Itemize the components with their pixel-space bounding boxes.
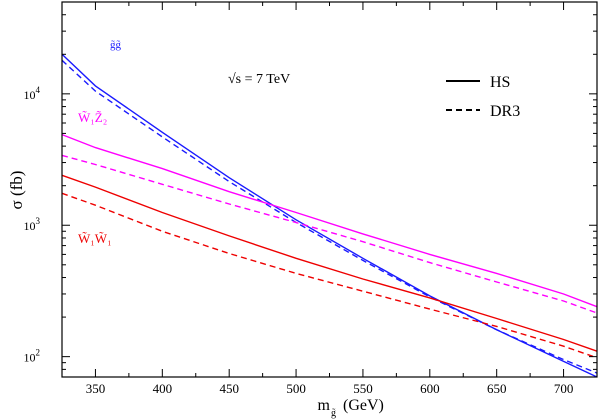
chart-marks xyxy=(61,53,598,378)
series-line-gg-dashed xyxy=(61,59,598,374)
x-tick-label: 400 xyxy=(153,381,173,396)
x-tick-label: 450 xyxy=(219,381,239,396)
series-line-w1z2-solid xyxy=(61,133,598,308)
x-axis-label-unit: (GeV) xyxy=(343,397,384,414)
x-tick-label: 550 xyxy=(353,381,373,396)
x-tick-label: 600 xyxy=(420,381,440,396)
w1z2-label: W̃₁Z̃₂ xyxy=(78,110,107,125)
gg-label: g̃g̃ xyxy=(110,39,122,51)
w1w1-label: W̃₁W̃₁ xyxy=(78,231,112,246)
legend: HS DR3 xyxy=(446,74,520,120)
series-line-w1w1-solid xyxy=(61,174,598,352)
x-axis-label: m g̃ (GeV) xyxy=(318,397,384,419)
plot-frame xyxy=(61,1,598,378)
y-tick-label: 103 xyxy=(24,216,41,233)
legend-label-hs: HS xyxy=(490,74,510,91)
x-axis-label-subscript: g̃ xyxy=(331,408,336,419)
x-axis-label-main: m xyxy=(318,397,331,414)
x-tick-label: 350 xyxy=(86,381,106,396)
legend-label-dr3: DR3 xyxy=(490,103,520,120)
y-tick-label: 104 xyxy=(24,85,41,102)
y-tick-label: 102 xyxy=(24,348,41,365)
x-tick-label: 650 xyxy=(487,381,507,396)
series-line-w1w1-dashed xyxy=(61,192,598,359)
x-tick-label: 500 xyxy=(286,381,306,396)
series-line-gg-solid xyxy=(61,53,598,378)
energy-annotation: √s = 7 TeV xyxy=(228,72,290,87)
y-axis-label: σ (fb) xyxy=(7,171,26,210)
x-tick-label: 700 xyxy=(554,381,574,396)
axis-ticks: 350 400 450 500 550 600 650 700 102 103 104 xyxy=(24,1,598,396)
